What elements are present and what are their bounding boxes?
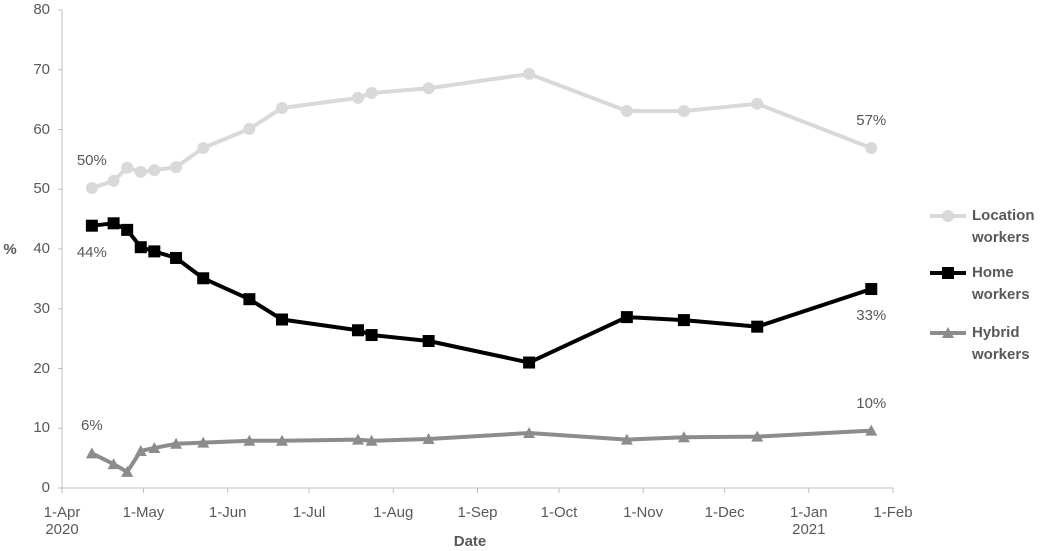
- point: [365, 87, 378, 100]
- point: [620, 311, 633, 324]
- y-tick-label: 60: [33, 120, 50, 138]
- point: [422, 433, 435, 445]
- point: [170, 251, 183, 264]
- point: [197, 142, 210, 155]
- y-tick-label: 70: [33, 60, 50, 78]
- point: [148, 245, 161, 258]
- point: [677, 314, 690, 327]
- point: [677, 104, 690, 117]
- legend-label: Home workers: [972, 264, 1030, 303]
- point: [620, 104, 633, 117]
- x-tick-label: 1-Aug: [373, 504, 414, 521]
- point: [243, 434, 256, 446]
- point: [148, 164, 161, 177]
- point: [107, 217, 120, 230]
- point: [107, 174, 120, 187]
- legend-marker: [942, 327, 954, 338]
- point: [170, 161, 183, 174]
- point: [352, 433, 365, 445]
- series-line: [91, 71, 872, 190]
- point: [85, 219, 98, 232]
- y-tick-label: 10: [33, 419, 50, 437]
- x-tick-label: 1-Dec: [704, 504, 745, 521]
- point: [620, 433, 633, 445]
- point: [121, 161, 134, 174]
- x-tick-label: 1-Jan 2021: [790, 504, 828, 538]
- point: [677, 431, 690, 443]
- point: [121, 465, 134, 477]
- point: [751, 430, 764, 442]
- point: [275, 101, 288, 114]
- point: [134, 165, 147, 178]
- point: [170, 437, 183, 449]
- point: [85, 447, 98, 459]
- y-tick-label: 40: [33, 240, 50, 257]
- value-label: 44%: [76, 243, 107, 261]
- point: [352, 324, 365, 337]
- point: [107, 458, 120, 470]
- x-tick-label: 1-Nov: [623, 504, 664, 521]
- point: [523, 356, 536, 369]
- value-label: 33%: [856, 307, 887, 325]
- point: [365, 329, 378, 342]
- x-tick-label: 1-May: [122, 504, 165, 521]
- point: [134, 241, 147, 254]
- legend-marker: [942, 210, 954, 222]
- value-label: 57%: [856, 112, 887, 130]
- point: [751, 97, 764, 110]
- point: [422, 335, 435, 348]
- legend-label: Hybrid workers: [972, 324, 1030, 363]
- point: [85, 182, 98, 195]
- x-tick-label: 1-Jun: [208, 504, 247, 521]
- legend-marker: [942, 267, 954, 279]
- x-axis-label: Date: [453, 533, 487, 550]
- point: [523, 67, 536, 80]
- x-tick-label: 1-Jul: [292, 504, 326, 521]
- point: [134, 444, 147, 456]
- y-axis-label: %: [3, 241, 17, 258]
- point: [197, 436, 210, 448]
- y-tick-label: 30: [33, 299, 50, 317]
- value-label: 50%: [76, 152, 107, 170]
- point: [865, 283, 878, 296]
- point: [365, 434, 378, 446]
- point: [243, 293, 256, 306]
- series-line: [91, 221, 872, 365]
- x-tick-label: 1-Sep: [457, 504, 498, 521]
- y-tick-label: 20: [33, 359, 50, 377]
- x-tick-label: 1-Oct: [540, 504, 578, 521]
- legend-label: Location workers: [972, 207, 1035, 246]
- y-tick-label: 0: [41, 479, 50, 496]
- point: [121, 223, 134, 236]
- point: [197, 272, 210, 285]
- point: [352, 91, 365, 104]
- point: [751, 320, 764, 333]
- point: [148, 441, 161, 453]
- point: [865, 142, 878, 155]
- value-label: 10%: [856, 394, 887, 412]
- point: [523, 427, 536, 439]
- point: [865, 424, 878, 436]
- point: [243, 122, 256, 135]
- point: [422, 82, 435, 95]
- value-label: 6%: [81, 417, 103, 435]
- point: [275, 434, 288, 446]
- point: [275, 313, 288, 326]
- y-tick-label: 50: [33, 180, 50, 198]
- y-tick-label: 80: [33, 1, 50, 18]
- x-tick-label: 1-Feb: [873, 504, 913, 521]
- x-tick-label: 1-Apr 2020: [43, 504, 81, 538]
